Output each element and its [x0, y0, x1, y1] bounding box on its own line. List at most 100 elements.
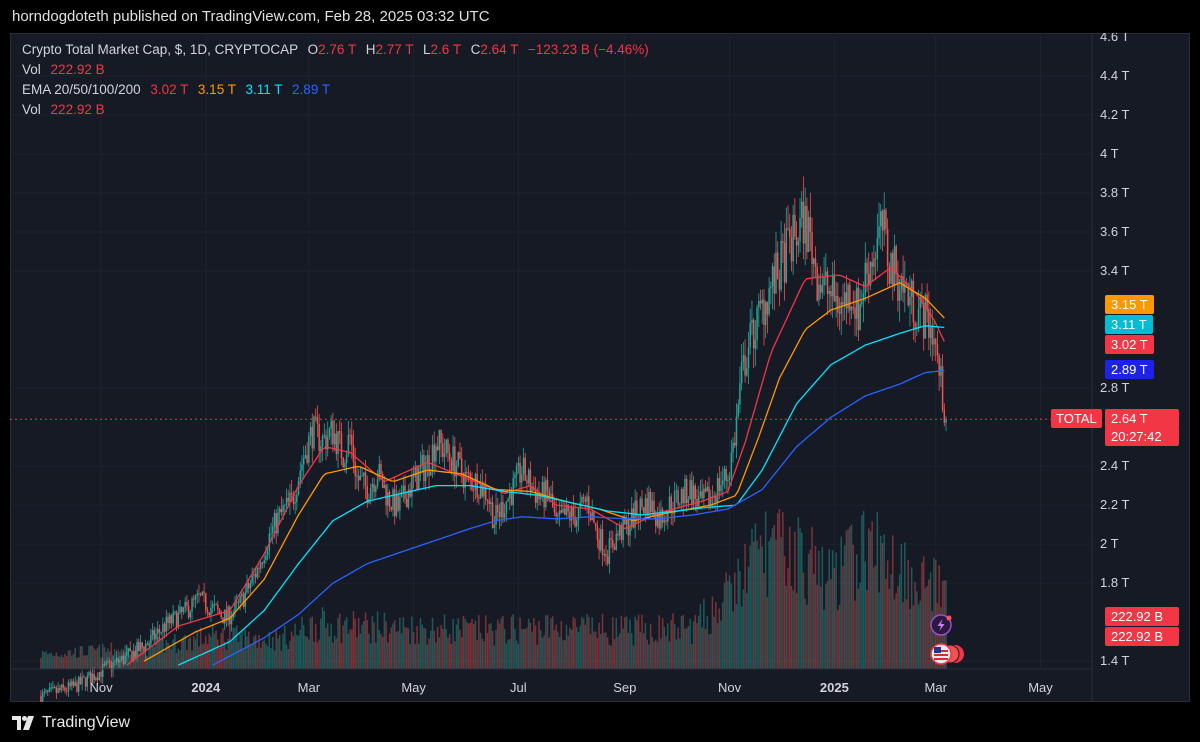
volume-bar — [440, 625, 442, 669]
volume-bar — [565, 624, 568, 669]
candle-body — [934, 338, 937, 345]
candle-body — [730, 452, 733, 477]
candle-body — [168, 615, 171, 624]
candle-body — [218, 609, 221, 614]
candle-body — [191, 598, 193, 612]
candle-body — [239, 595, 241, 603]
volume-bar — [572, 616, 575, 669]
candle-body — [223, 609, 226, 624]
candle-body — [402, 485, 405, 493]
candle-body — [351, 435, 353, 446]
volume-bar — [484, 615, 487, 669]
volume-bar — [223, 641, 226, 669]
candle-body — [452, 446, 454, 472]
volume-bar — [615, 617, 618, 669]
volume-bar — [560, 621, 563, 669]
candle-body — [227, 606, 229, 621]
change-value: −123.23 B (−4.46%) — [527, 42, 649, 57]
candle-body — [708, 486, 710, 507]
volume-bar — [416, 625, 418, 669]
candle-body — [813, 258, 815, 264]
volume-bar — [830, 579, 832, 669]
y-tick-label: 3.4 T — [1100, 263, 1129, 278]
candle-body — [411, 475, 413, 497]
volume-bar — [823, 609, 825, 669]
volume-bar — [813, 573, 815, 669]
candle-body — [670, 496, 672, 514]
legend-ema-row: EMA 20/50/100/200 3.02 T 3.15 T 3.11 T 2… — [22, 82, 331, 97]
candle-body — [845, 292, 848, 309]
candle-body — [311, 427, 314, 449]
chart-frame[interactable] — [10, 33, 1190, 702]
candle-body — [284, 504, 286, 506]
candle-body — [723, 469, 726, 481]
volume-bar — [756, 540, 758, 669]
candle-body — [560, 510, 563, 513]
volume-bar — [45, 651, 47, 669]
candle-body — [110, 662, 113, 671]
volume-bar — [143, 645, 145, 669]
volume-bar — [472, 623, 475, 669]
volume-bar — [747, 566, 750, 669]
candle-body — [514, 474, 516, 479]
candle-body — [497, 504, 499, 513]
candle-body — [210, 607, 212, 616]
volume-bar — [326, 623, 329, 669]
candle-body — [375, 486, 377, 492]
candle-body — [519, 462, 521, 483]
candle-body — [591, 511, 593, 521]
candle-body — [414, 466, 417, 477]
candle-body — [345, 454, 348, 463]
volume-bar — [55, 652, 58, 669]
bar-countdown-badge: 20:27:42 — [1105, 427, 1179, 446]
candle-body — [823, 276, 825, 286]
volume-bar — [79, 646, 82, 669]
volume-bar — [704, 629, 707, 669]
candle-body — [153, 629, 156, 640]
candle-body — [45, 690, 47, 692]
candle-body — [393, 489, 396, 516]
volume-bar — [847, 529, 849, 669]
candle-body — [672, 513, 674, 515]
lightning-icon — [930, 614, 952, 636]
volume-bar — [859, 582, 861, 669]
volume-bar — [752, 541, 755, 669]
candle-body — [819, 284, 822, 293]
candle-body — [392, 489, 394, 510]
volume-bar — [703, 598, 705, 669]
volume-bar — [586, 613, 588, 669]
volume-bar — [71, 655, 73, 669]
price-chart[interactable]: 1.4 T 1.8 T 2 T 2.2 T 2.4 T 2.8 T 3.4 T 3.6 T 3.… — [10, 33, 1190, 702]
volume-bar — [548, 637, 551, 669]
candle-body — [503, 513, 506, 518]
volume-bar — [199, 627, 202, 669]
volume-bar — [445, 629, 447, 669]
volume-bar — [816, 584, 818, 669]
candle-body — [193, 598, 195, 600]
volume-bar — [527, 618, 530, 669]
candle-body — [898, 289, 901, 301]
volume-bar — [381, 636, 384, 669]
candle-body — [555, 512, 557, 517]
volume-bar — [211, 624, 214, 669]
candle-body — [732, 442, 734, 453]
volume-badge-1: 222.92 B — [1105, 607, 1179, 626]
volume-bar — [888, 589, 891, 669]
volume-bar — [776, 513, 779, 669]
candle-body — [476, 473, 478, 498]
candle-body — [421, 455, 423, 466]
volume-bar — [311, 616, 314, 669]
volume-bar — [89, 645, 92, 669]
candle-body — [931, 325, 934, 345]
volume-bar — [778, 509, 781, 669]
volume-bar — [304, 635, 307, 669]
candle-body — [886, 228, 889, 266]
volume-bar — [402, 617, 405, 669]
volume-bar — [478, 615, 480, 669]
volume-bar — [880, 535, 882, 669]
candle-body — [558, 510, 561, 515]
candle-body — [800, 201, 803, 218]
volume-bar — [550, 618, 552, 669]
volume-bar — [67, 650, 70, 669]
candle-body — [139, 642, 142, 652]
